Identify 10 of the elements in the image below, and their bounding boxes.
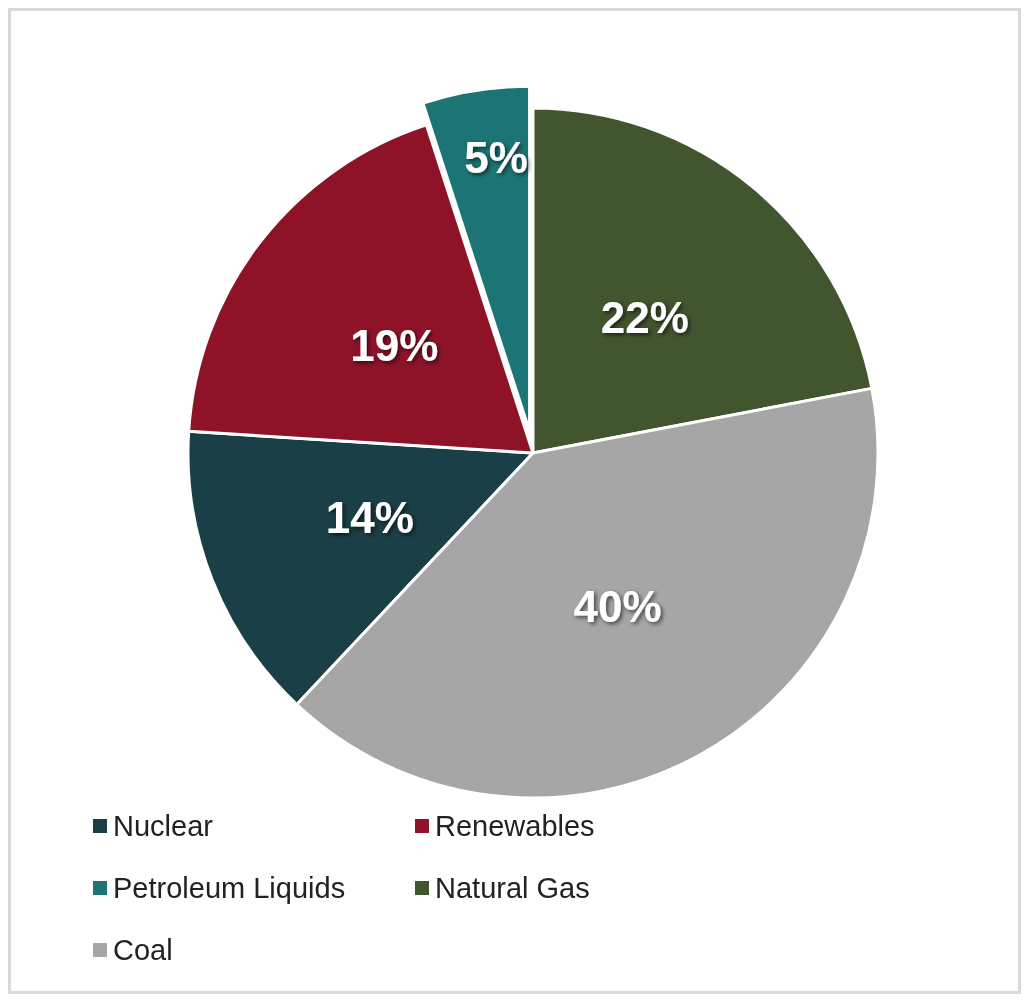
legend-label: Coal xyxy=(113,934,173,966)
legend-label: Renewables xyxy=(435,810,595,842)
data-label: 22% xyxy=(600,293,689,343)
legend-label: Nuclear xyxy=(113,810,214,842)
data-label: 40% xyxy=(573,582,662,632)
legend-label: Natural Gas xyxy=(435,872,590,904)
legend-label: Petroleum Liquids xyxy=(113,872,346,904)
data-label: 5% xyxy=(464,133,528,183)
data-label: 19% xyxy=(350,320,439,370)
data-label: 14% xyxy=(325,493,414,543)
